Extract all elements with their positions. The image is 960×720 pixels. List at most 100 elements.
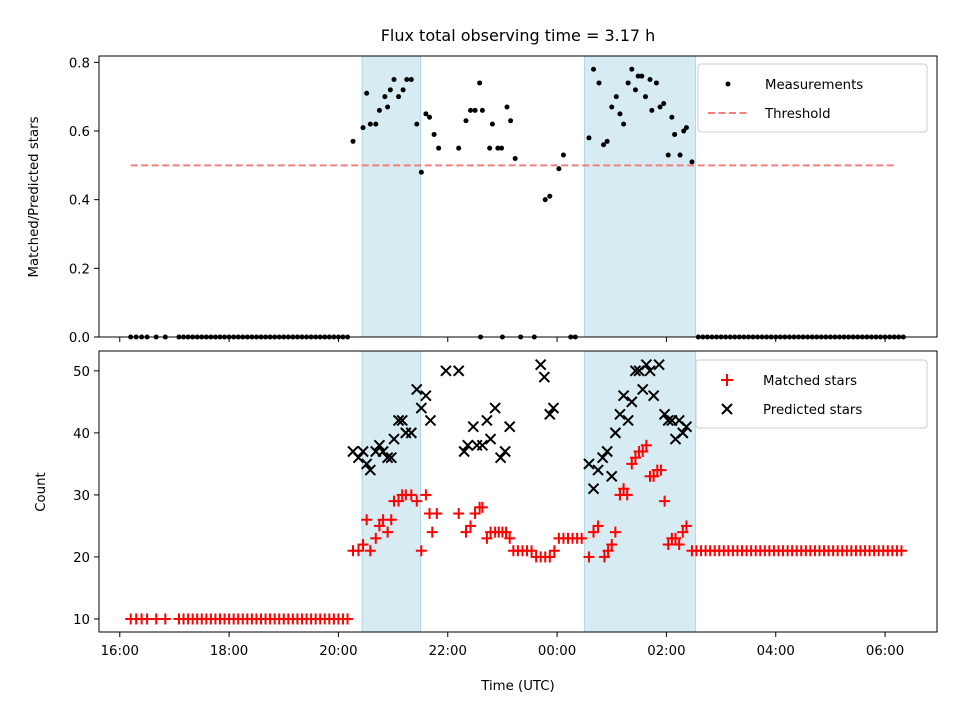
matched-stars-point [548,545,560,557]
matched-stars-point [357,539,369,551]
predicted-stars-point [640,358,653,371]
measurements-point [477,80,483,86]
matched-stars-point [629,452,641,464]
matched-stars-point [420,489,432,501]
predicted-stars-point [396,414,408,427]
legend-threshold-label: Threshold [764,107,831,122]
measurements-point [657,104,663,110]
top-y-tick-label: 0.8 [69,56,90,71]
bottom-legend: Matched stars Predicted stars [695,359,928,429]
matched-stars-point [159,613,171,625]
predicted-stars-point [484,433,497,445]
predicted-stars-point [415,402,428,414]
measurements-point [647,77,653,83]
matched-stars-point [662,539,674,551]
x-axis-title: Time (UTC) [480,679,555,694]
bottom-x-ticks: 16:00 18:00 20:00 22:00 00:00 02:00 04:00 06:00 [101,632,904,659]
measurements-point [625,80,631,86]
matched-stars-point [453,508,465,520]
predicted-stars-point [662,414,674,427]
measurements-point [404,77,410,83]
measurements-point [391,77,397,83]
matched-stars-point [411,495,423,507]
measurements-point [669,114,675,120]
predicted-stars-point [547,402,560,414]
measurements-point [512,155,518,161]
measurements-point [396,94,402,100]
measurements-point [621,121,627,127]
measurements-point [661,101,667,107]
legend-matched-marker [721,374,733,386]
measurements-point [642,94,648,100]
matched-stars-point [465,520,477,532]
matched-stars-point [352,545,364,557]
top-y-axis-title: Matched/Predicted stars [27,116,42,277]
x-tick-label: 22:00 [429,644,467,659]
matched-stars-point [370,532,382,544]
legend-measurements-marker [725,81,731,87]
measurements-point [367,121,373,127]
predicted-stars-point [476,439,489,451]
predicted-stars-point [499,445,511,458]
measurements-point [373,121,379,127]
measurements-point [689,159,695,165]
bot-y-tick-label: 20 [73,551,90,566]
matched-stars-point [342,613,354,625]
matched-stars-point [895,545,907,557]
matched-stars-point [385,514,397,526]
matched-stars-point [583,551,595,563]
predicted-stars-point [504,420,516,433]
bot-y-tick-label: 40 [73,427,90,442]
bot-observing-window-2 [583,350,697,633]
predicted-stars-point [626,396,638,408]
bottom-axes-frame [98,350,938,633]
legend-matched-label: Matched stars [763,374,857,389]
x-tick-label: 00:00 [538,644,576,659]
predicted-stars-point [481,414,493,427]
bottom-series-layer [125,358,907,625]
legend-predicted-marker [721,403,733,415]
bot-y-tick-label: 10 [73,613,90,628]
measurements-point [649,107,655,113]
matched-stars-point [618,483,630,495]
predicted-stars-point [458,445,470,458]
predicted-stars-point [629,365,642,377]
bottom-y-ticks: 10 20 30 40 50 [73,365,99,628]
predicted-stars-point [601,445,613,458]
predicted-stars-point [462,439,474,451]
measurements-point [683,125,689,131]
top-legend-box [697,63,928,133]
predicted-stars-point [617,389,630,402]
predicted-stars-point [606,470,618,483]
measurements-point [677,152,683,158]
measurements-point [665,152,671,158]
predicted-stars-point [653,358,665,371]
predicted-stars-point [647,389,660,402]
measurements-point [418,169,424,175]
predicted-stars-point [357,445,369,458]
measurements-point [364,90,370,96]
matched-stars-point [680,520,692,532]
predicted-stars-point [467,420,479,433]
predicted-stars-point [538,371,551,383]
matched-stars-point [431,508,443,520]
matched-stars-point [481,532,493,544]
matched-stars-point [469,508,481,520]
matched-stars-point [361,514,373,526]
bottom-observing-windows [361,350,697,633]
matched-stars-point [544,551,556,563]
measurements-point [547,193,553,199]
predicted-stars-point [420,389,432,402]
matched-stars-point [373,520,385,532]
predicted-stars-point [489,402,501,414]
predicted-stars-point [452,365,465,377]
matched-stars-point [640,439,652,451]
matched-stars-point [677,526,689,538]
matched-stars-point [648,470,660,482]
predicted-stars-point [622,414,634,427]
predicted-stars-point [637,383,649,396]
matched-stars-point [606,539,618,551]
matched-stars-point [382,526,394,538]
top-y-ticks: 0.0 0.2 0.4 0.6 0.8 [69,56,99,346]
